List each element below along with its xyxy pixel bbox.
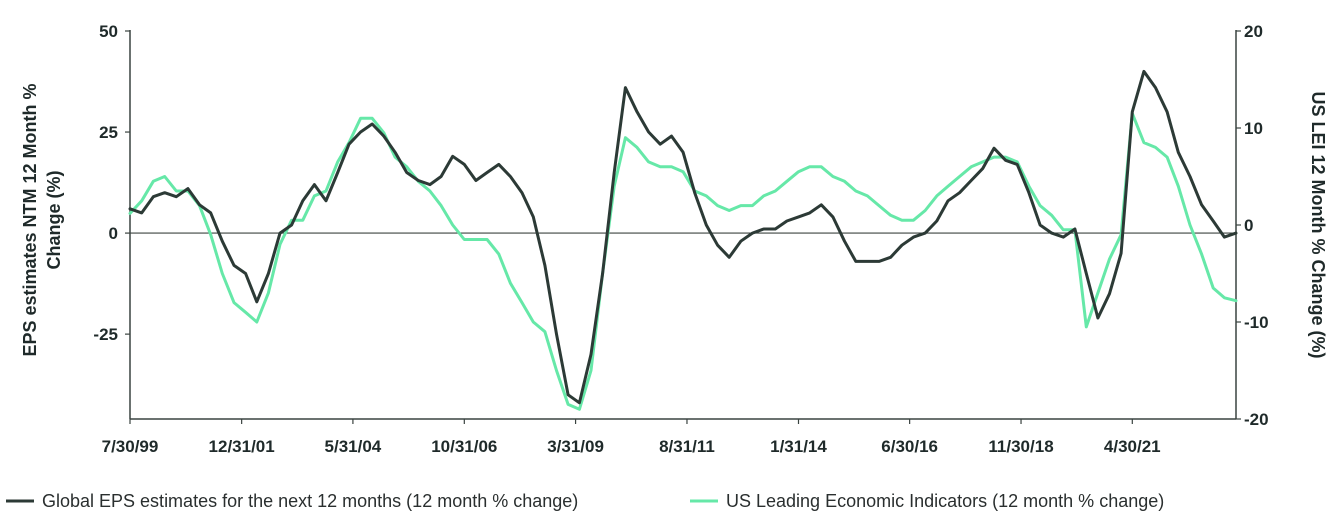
x-tick-label: 3/31/09 xyxy=(547,437,604,456)
series-line-eps xyxy=(128,69,1238,405)
x-tick-label: 1/31/14 xyxy=(770,437,827,456)
x-tick-label: 4/30/21 xyxy=(1104,437,1161,456)
ticks-layer: 50 25 0 -25 20 10 0 -10 -20 7/30/99 12/31/01 5/31/0… xyxy=(93,22,1268,456)
x-tick-label: 11/30/18 xyxy=(988,437,1053,456)
y-left-tick-label: 25 xyxy=(99,123,118,142)
x-tick-label: 8/31/11 xyxy=(659,437,715,456)
y-right-tick-label: -20 xyxy=(1244,410,1269,429)
x-tick-label: 6/30/16 xyxy=(881,437,938,456)
y-axis-left-title: EPS estimates NTM 12 Month % Change (%) xyxy=(20,83,64,356)
y-axis-right-title: US LEI 12 Month % Change (%) xyxy=(1308,91,1328,358)
y-right-tick-label: 0 xyxy=(1244,216,1253,235)
legend-label-lei: US Leading Economic Indicators (12 month… xyxy=(726,491,1164,511)
x-tick-label: 7/30/99 xyxy=(102,437,159,456)
y-left-tick-label: -25 xyxy=(93,325,118,344)
axes-layer xyxy=(129,30,1237,420)
x-tick-label: 10/31/06 xyxy=(431,437,497,456)
legend-label-eps: Global EPS estimates for the next 12 mon… xyxy=(42,491,578,511)
y-right-tick-label: -10 xyxy=(1244,313,1269,332)
x-tick-label: 5/31/04 xyxy=(325,437,382,456)
legend: Global EPS estimates for the next 12 mon… xyxy=(6,491,1164,511)
y-axis-left-title-line2: Change (%) xyxy=(44,170,64,269)
y-left-tick-label: 0 xyxy=(109,224,118,243)
y-left-tick-label: 50 xyxy=(99,22,118,41)
y-right-tick-label: 20 xyxy=(1244,22,1263,41)
y-axis-left-title-line1: EPS estimates NTM 12 Month % xyxy=(20,83,40,356)
series-layer xyxy=(128,69,1238,411)
series-line-lei xyxy=(128,111,1238,411)
x-tick-label: 12/31/01 xyxy=(209,437,275,456)
y-right-tick-label: 10 xyxy=(1244,119,1263,138)
